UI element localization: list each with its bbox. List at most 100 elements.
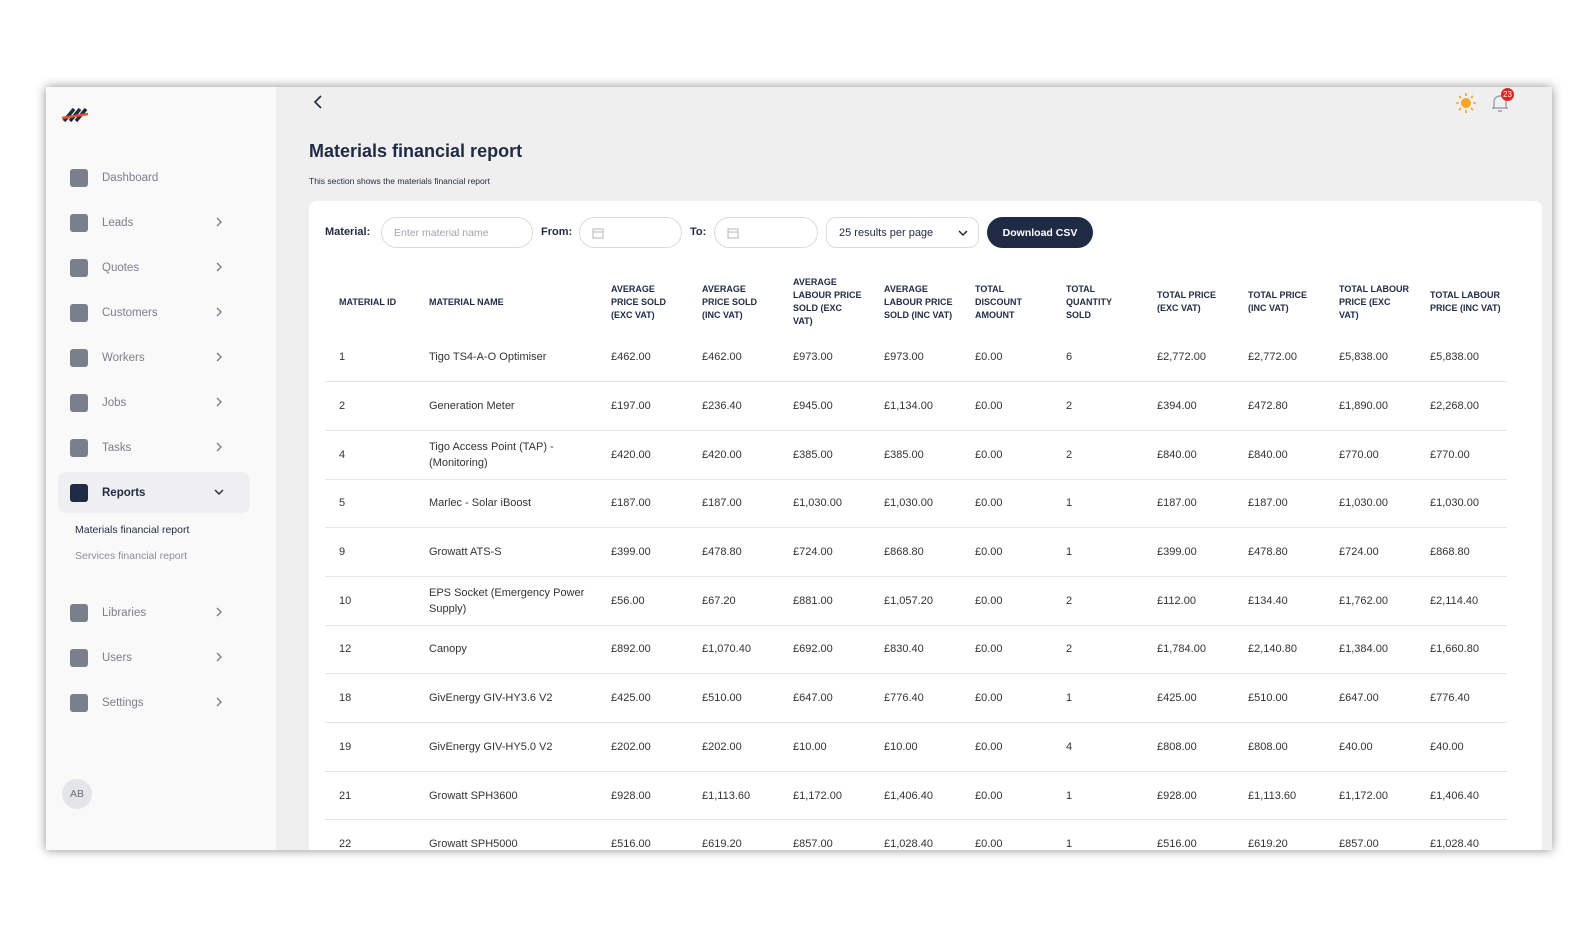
table-cell: £1,890.00 bbox=[1325, 381, 1416, 431]
column-header: AVERAGE PRICE SOLD (INC VAT) bbox=[702, 283, 758, 320]
nav-icon bbox=[70, 258, 88, 277]
nav-item[interactable]: Reports bbox=[58, 472, 250, 513]
notification-bell[interactable] bbox=[1488, 91, 1512, 115]
avatar[interactable]: AB bbox=[62, 779, 92, 809]
nav-item[interactable]: Customers bbox=[58, 292, 250, 333]
nav-icon bbox=[70, 483, 88, 502]
table-cell: £1,030.00 bbox=[870, 479, 961, 529]
table-cell: £10.00 bbox=[870, 722, 961, 772]
table-cell: £1,070.40 bbox=[688, 625, 779, 675]
report-card: Material: Enter material name From: To: … bbox=[309, 201, 1542, 850]
column-header: TOTAL PRICE (EXC VAT) bbox=[1157, 290, 1217, 313]
table-cell: £202.00 bbox=[688, 722, 779, 772]
nav-item[interactable]: Settings bbox=[58, 682, 250, 723]
nav-icon bbox=[70, 348, 88, 367]
column-header: TOTAL LABOUR PRICE (INC VAT) bbox=[1430, 290, 1501, 313]
filter-label: To: bbox=[690, 226, 707, 238]
nav-item[interactable]: Users bbox=[58, 637, 250, 678]
table-cell: £420.00 bbox=[688, 430, 779, 480]
table-cell: £1,030.00 bbox=[1416, 479, 1507, 529]
back-button[interactable] bbox=[310, 92, 326, 112]
table-cell: £5,838.00 bbox=[1325, 333, 1416, 383]
table-cell: £5,838.00 bbox=[1416, 333, 1507, 383]
table-cell: £857.00 bbox=[779, 819, 870, 850]
page-title: Materials financial report bbox=[309, 141, 523, 161]
table-cell: £770.00 bbox=[1325, 430, 1416, 480]
table-cell: £0.00 bbox=[961, 430, 1052, 480]
table-cell: £808.00 bbox=[1234, 722, 1325, 772]
table-cell: Growatt SPH3600 bbox=[415, 771, 597, 821]
chevron bbox=[214, 489, 224, 495]
table-cell: Growatt SPH5000 bbox=[415, 819, 597, 850]
table-cell: £2,140.80 bbox=[1234, 625, 1325, 675]
table-cell: £647.00 bbox=[1325, 673, 1416, 723]
dropdown-chevron bbox=[958, 229, 968, 236]
nav-icon bbox=[70, 648, 88, 667]
per-page-select[interactable]: 25 results per page bbox=[826, 217, 979, 248]
table-cell: 1 bbox=[1052, 479, 1143, 529]
table-cell: £928.00 bbox=[1143, 771, 1234, 821]
table-cell: £2,772.00 bbox=[1143, 333, 1234, 383]
table-cell: £1,028.40 bbox=[870, 819, 961, 850]
logo[interactable] bbox=[60, 103, 92, 127]
table-cell: £187.00 bbox=[688, 479, 779, 529]
nav-item[interactable]: Libraries bbox=[58, 592, 250, 633]
calendar-icon bbox=[727, 228, 739, 238]
table-cell: Growatt ATS-S bbox=[415, 527, 597, 577]
table-cell: £187.00 bbox=[1234, 479, 1325, 529]
table-cell: £724.00 bbox=[779, 527, 870, 577]
table-cell: £724.00 bbox=[1325, 527, 1416, 577]
from-date-input[interactable] bbox=[579, 217, 682, 248]
table-cell: £0.00 bbox=[961, 479, 1052, 529]
table-cell: 2 bbox=[1052, 625, 1143, 675]
nav-label: Dashboard bbox=[102, 171, 159, 184]
chevron bbox=[216, 307, 222, 317]
table-cell: £202.00 bbox=[597, 722, 688, 772]
to-date-input[interactable] bbox=[714, 217, 818, 248]
table-cell: £2,268.00 bbox=[1416, 381, 1507, 431]
per-page-value: 25 results per page bbox=[839, 226, 934, 239]
column-header: TOTAL DISCOUNT AMOUNT bbox=[975, 283, 1022, 320]
submenu-item[interactable]: Materials financial report bbox=[75, 524, 190, 536]
nav-item[interactable]: Leads bbox=[58, 202, 250, 243]
table-cell: £1,113.60 bbox=[1234, 771, 1325, 821]
nav-item[interactable]: Workers bbox=[58, 337, 250, 378]
nav-item[interactable]: Tasks bbox=[58, 427, 250, 468]
table-cell: £385.00 bbox=[779, 430, 870, 480]
table-cell: £1,028.40 bbox=[1416, 819, 1507, 850]
table-cell: £197.00 bbox=[597, 381, 688, 431]
nav-item[interactable]: Dashboard bbox=[58, 157, 250, 198]
table-cell: £394.00 bbox=[1143, 381, 1234, 431]
table-cell: 10 bbox=[325, 576, 415, 626]
table-row: 19 GivEnergy GIV-HY5.0 V2 £202.00 £202.00 £1… bbox=[325, 722, 1507, 772]
submenu-item[interactable]: Services financial report bbox=[75, 550, 188, 562]
table-cell: £399.00 bbox=[597, 527, 688, 577]
theme-toggle[interactable] bbox=[1454, 91, 1478, 115]
table-cell: 22 bbox=[325, 819, 415, 850]
table-cell: £1,762.00 bbox=[1325, 576, 1416, 626]
nav-item[interactable]: Quotes bbox=[58, 247, 250, 288]
table-cell: 1 bbox=[1052, 819, 1143, 850]
table-cell: Tigo TS4-A-O Optimiser bbox=[415, 333, 597, 383]
notification-badge: 23 bbox=[1501, 88, 1514, 101]
sidebar: Dashboard Leads Quotes Customers Workers Jobs… bbox=[46, 87, 276, 850]
table-cell: £40.00 bbox=[1325, 722, 1416, 772]
table-cell: £1,172.00 bbox=[779, 771, 870, 821]
nav-item[interactable]: Jobs bbox=[58, 382, 250, 423]
header-row: MATERIAL ID MATERIAL NAME AVERAGE PRICE SO… bbox=[325, 271, 1507, 333]
filter-label: From: bbox=[541, 226, 573, 238]
table-cell: £857.00 bbox=[1325, 819, 1416, 850]
table-cell: £56.00 bbox=[597, 576, 688, 626]
table-row: 2 Generation Meter £197.00 £236.40 £945.00 £1… bbox=[325, 381, 1507, 431]
table-cell: £187.00 bbox=[1143, 479, 1234, 529]
material-input[interactable]: Enter material name bbox=[381, 217, 533, 248]
table-cell: £472.80 bbox=[1234, 381, 1325, 431]
table-cell: £112.00 bbox=[1143, 576, 1234, 626]
table-cell: £868.80 bbox=[870, 527, 961, 577]
download-csv-button[interactable]: Download CSV bbox=[987, 217, 1093, 248]
page-subtitle: This section shows the materials financi… bbox=[309, 176, 490, 186]
nav-label: Libraries bbox=[102, 606, 147, 619]
table-cell: 18 bbox=[325, 673, 415, 723]
chevron bbox=[216, 652, 222, 662]
